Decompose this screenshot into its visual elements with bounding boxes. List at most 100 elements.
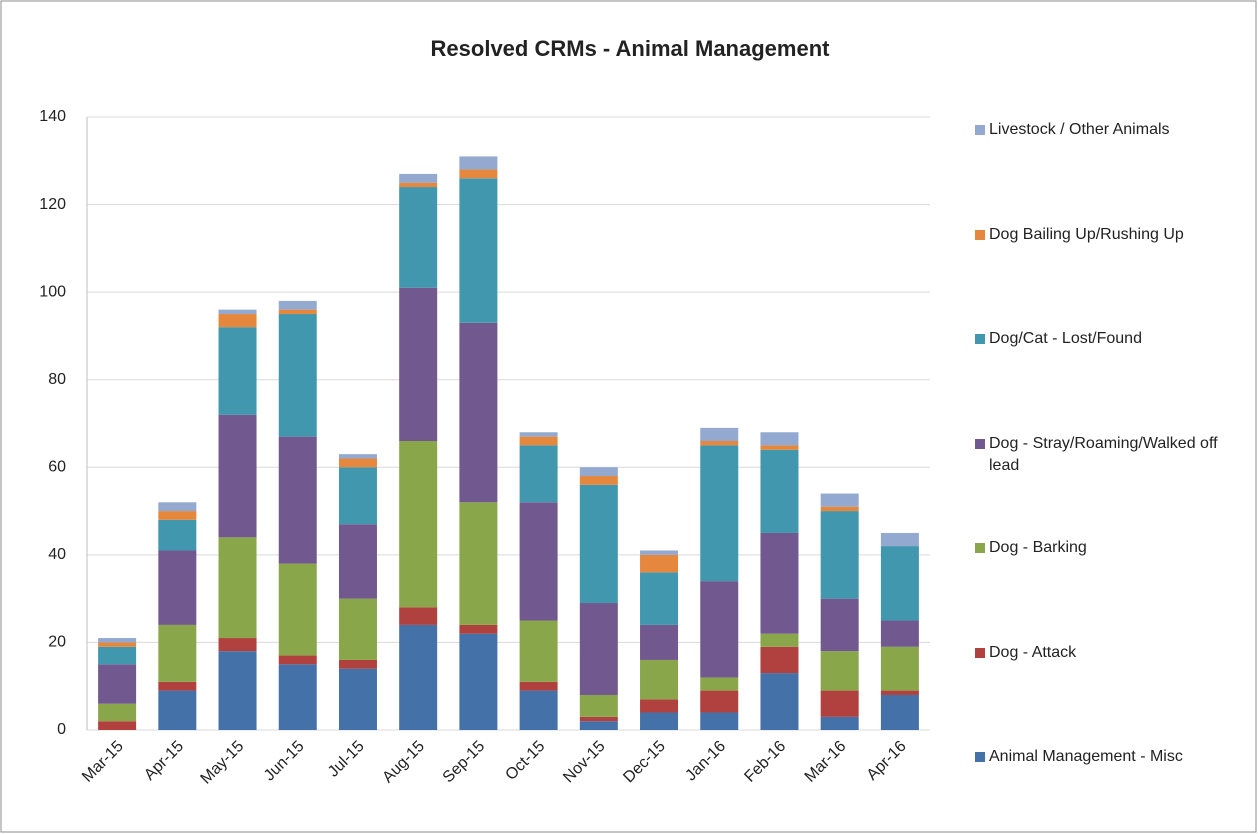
bar-segment [640,712,679,730]
bar-segment [98,664,137,704]
bar-segment [760,673,799,730]
bar-segment [338,467,377,525]
legend-label: Livestock / Other Animals [989,121,1170,138]
y-tick-label: 0 [57,721,66,738]
bar-segment [640,554,679,573]
y-tick-label: 140 [39,108,66,125]
legend-swatch [975,752,985,762]
y-tick-label: 120 [39,196,66,213]
legend-label: Dog - Attack [989,643,1077,661]
bar-segment [338,524,377,599]
bar-segment [700,427,739,442]
bar-segment [519,620,558,682]
bar-segment [218,638,257,652]
bar-segment [760,432,799,446]
bar-segment [459,178,498,323]
bar-segment [760,633,799,647]
legend-label: Dog - Stray/Roaming/Walked off lead [989,434,1218,474]
bar-segment [459,624,498,634]
bar-segment [820,511,859,599]
bar-segment [338,659,377,669]
bar-segment [519,681,558,691]
bar-segment [700,677,739,691]
bar-segment [519,432,558,437]
bar-segment [760,646,799,674]
bar-segment [338,598,377,660]
bar-segment [278,300,317,310]
bar-segment [158,502,197,512]
bar-segment [459,502,498,625]
bar-segment [98,638,137,643]
bar-segment [519,502,558,621]
bar-segment [880,690,919,695]
bar-segment [579,484,618,604]
bar-segment [399,187,438,288]
bar-segment [640,550,679,555]
bar-segment [579,716,618,722]
bar-segment [820,651,859,691]
bar-segment [218,414,257,538]
legend-swatch [975,543,985,553]
bar-segment [760,449,799,533]
bar-segment [338,454,377,459]
bar-segment [399,182,438,188]
bar-segment [640,624,679,660]
bar-segment [218,309,257,315]
legend-item: Dog - Attack [975,642,1245,664]
bar-segment [579,603,618,695]
bar-segment [399,441,438,608]
legend-label: Dog Bailing Up/Rushing Up [989,225,1184,243]
legend-label: Dog/Cat - Lost/Found [989,330,1142,347]
bar-segment [760,532,799,634]
bar-segment [640,699,679,713]
bar-segment [579,721,618,730]
bar-segment [218,537,257,639]
bar-segment [399,607,438,625]
bar-segment [880,646,919,691]
bar-segment [700,445,739,582]
bar-segment [640,572,679,625]
legend-item: Dog - Stray/Roaming/Walked off lead [975,433,1245,477]
bar-segment [399,624,438,730]
legend-swatch [975,334,985,344]
bar-segment [519,690,558,730]
bar-segment [700,690,739,713]
legend-item: Animal Management - Misc [975,746,1245,768]
legend-label: Animal Management - Misc [989,748,1183,765]
legend-swatch [975,125,985,135]
bar-segment [98,721,137,730]
bar-segment [700,581,739,678]
bar-segment [700,712,739,730]
bar-segment [278,436,317,564]
bar-segment [158,511,197,520]
legend-item: Dog Bailing Up/Rushing Up [975,224,1245,246]
y-tick-label: 100 [39,283,66,300]
legend-item: Dog/Cat - Lost/Found [975,328,1245,350]
bar-segment [820,493,859,507]
bar-segment [459,169,498,179]
bar-segment [218,327,257,415]
bar-segment [338,668,377,730]
bar-segment [459,322,498,503]
bar-segment [880,532,919,547]
bar-segment [700,441,739,446]
y-tick-label: 80 [48,371,66,388]
bar-segment [158,550,197,625]
bar-segment [579,467,618,477]
bar-segment [278,314,317,437]
bar-segment [278,563,317,656]
bar-segment [459,156,498,170]
bar-segment [880,620,919,647]
bar-segment [338,458,377,468]
bar-segment [98,646,137,665]
bar-segment [158,624,197,682]
bar-segment [399,287,438,442]
bar-segment [820,716,859,730]
legend-item: Dog - Barking [975,537,1245,559]
bar-segment [820,506,859,512]
y-tick-label: 20 [48,634,66,651]
bar-segment [278,664,317,730]
bar-segment [519,436,558,446]
bar-segment [880,546,919,621]
